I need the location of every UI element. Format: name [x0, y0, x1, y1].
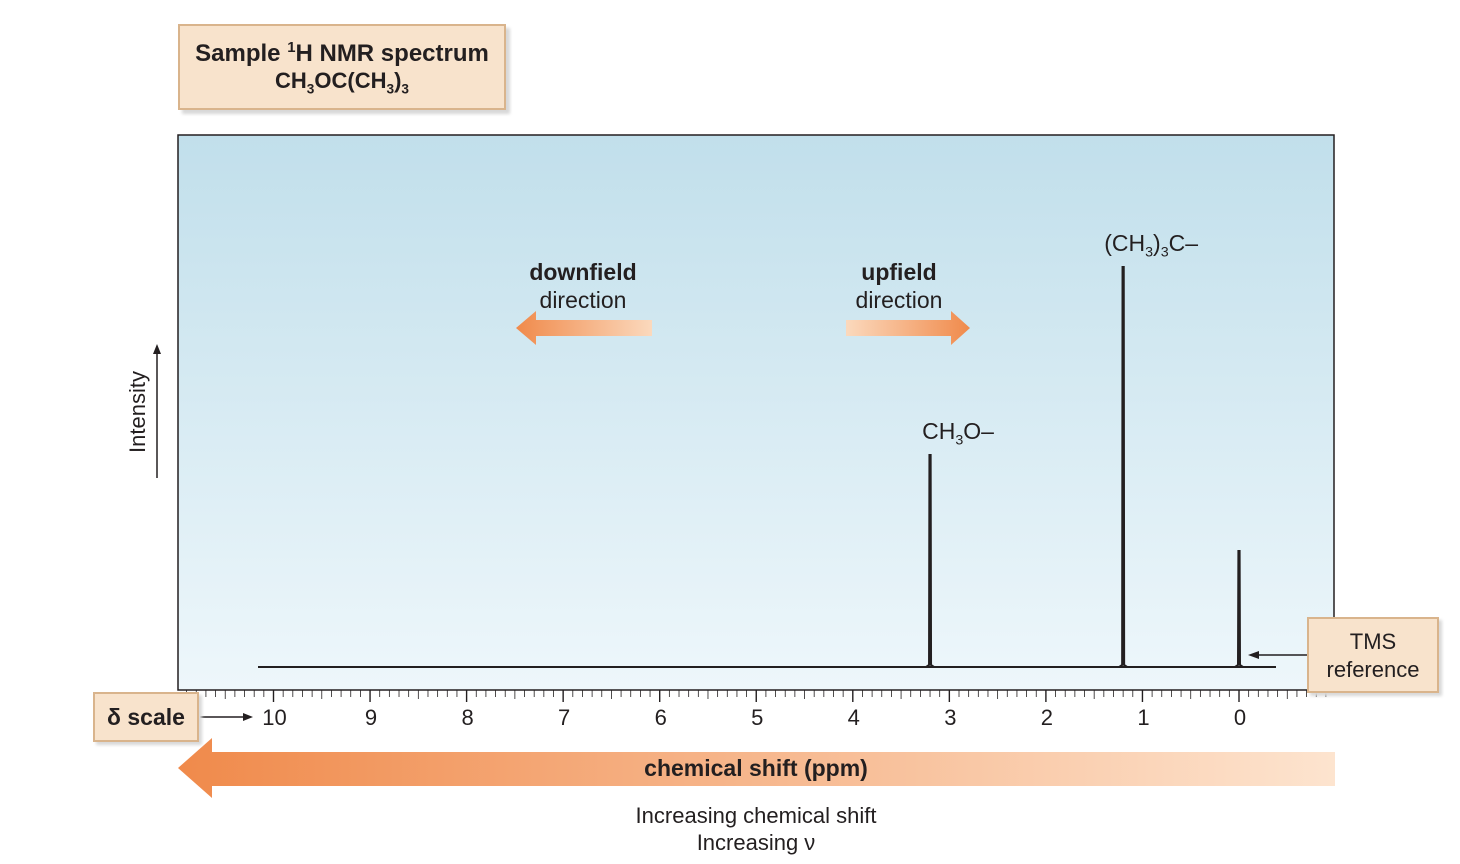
axis-tick-label: 9	[365, 705, 377, 730]
peak-label: CH3O–	[922, 418, 994, 449]
axis-tick-label: 5	[751, 705, 763, 730]
chemical-shift-arrow	[178, 738, 1335, 798]
chart-title: Sample 1H NMR spectrum	[195, 40, 489, 67]
peak-label: (CH3)3C–	[1104, 230, 1199, 261]
axis-tick-label: 3	[944, 705, 956, 730]
y-axis-label: Intensity	[125, 371, 150, 453]
tms-reference-box: TMS reference	[1307, 617, 1439, 693]
title-box: Sample 1H NMR spectrum CH3OC(CH3)3	[178, 24, 506, 110]
delta-scale-box: δ scale	[93, 692, 199, 742]
axis-tick-labels: 10 9 8 7 6 5 4 3 2 1 0	[262, 705, 1246, 730]
axis-tick-label: 10	[262, 705, 286, 730]
tms-pointer-head	[1248, 651, 1259, 659]
axis-tick-label: 4	[848, 705, 860, 730]
peak-line	[1118, 266, 1128, 668]
tms-label: TMS	[1349, 629, 1397, 654]
axis-tick-label: 1	[1137, 705, 1149, 730]
tms-reference-label: reference	[1326, 657, 1420, 682]
intensity-arrow-head	[153, 344, 161, 354]
plot-area	[177, 134, 1335, 691]
increasing-shift-text: Increasing chemical shift Increasing ν	[635, 803, 877, 855]
axis-tick-label: 8	[461, 705, 473, 730]
axis-tick-label: 7	[558, 705, 570, 730]
axis-tick-label: 6	[655, 705, 667, 730]
downfield-label: downfield direction	[529, 259, 637, 313]
delta-scale-label: δ scale	[107, 704, 185, 730]
peak-line	[925, 454, 935, 668]
axis-ticks	[186, 690, 1327, 702]
axis-tick-label: 2	[1041, 705, 1053, 730]
upfield-label: upfield direction	[855, 259, 943, 313]
delta-scale-arrow-head	[243, 713, 253, 721]
axis-tick-label: 0	[1234, 705, 1246, 730]
downfield-arrow	[516, 311, 652, 345]
chart-formula: CH3OC(CH3)3	[275, 68, 409, 97]
peak-line	[1234, 550, 1244, 668]
upfield-arrow	[846, 311, 970, 345]
spectrum-peaks	[925, 266, 1244, 668]
chemical-shift-label: chemical shift (ppm)	[644, 755, 868, 781]
